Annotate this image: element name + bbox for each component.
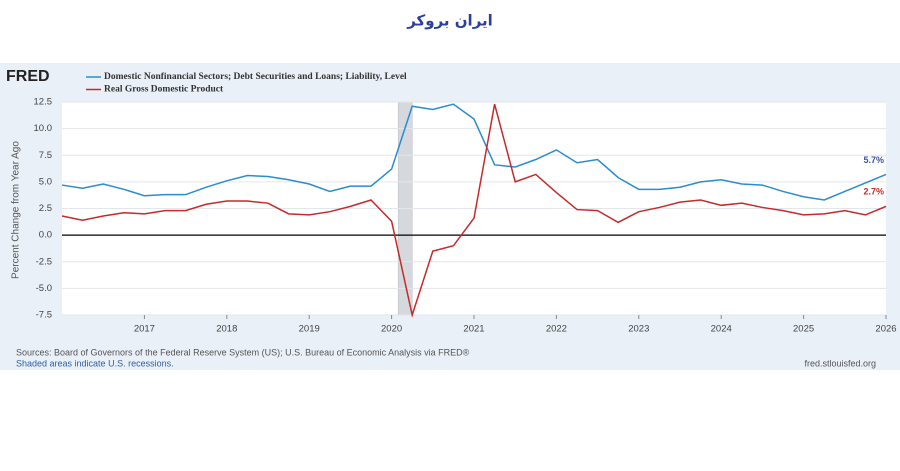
- y-tick-label: -7.5: [36, 310, 52, 321]
- x-tick-label: 2019: [299, 324, 320, 335]
- legend-label: Domestic Nonfinancial Sectors; Debt Secu…: [104, 72, 407, 82]
- recession-note: Shaded areas indicate U.S. recessions.: [16, 358, 174, 368]
- y-tick-label: 0.0: [39, 230, 52, 241]
- end-label: 5.7%: [863, 155, 884, 165]
- y-tick-label: 5.0: [39, 176, 52, 187]
- y-tick-label: 7.5: [39, 150, 52, 161]
- x-tick-label: 2022: [546, 324, 567, 335]
- x-tick-label: 2024: [711, 324, 732, 335]
- series-line: [61, 103, 887, 318]
- end-label: 2.7%: [863, 187, 884, 197]
- y-tick-label: -5.0: [36, 283, 52, 294]
- y-tick-label: 10.0: [34, 123, 53, 134]
- x-tick-label: 2026: [875, 324, 896, 335]
- y-tick-label: -2.5: [36, 256, 52, 267]
- y-tick-label: 12.5: [34, 97, 53, 108]
- sources: Sources: Board of Governors of the Feder…: [16, 347, 470, 357]
- legend-label: Real Gross Domestic Product: [104, 85, 224, 95]
- x-tick-label: 2021: [463, 324, 484, 335]
- y-tick-label: 2.5: [39, 203, 52, 214]
- x-tick-label: 2018: [216, 324, 237, 335]
- x-tick-label: 2025: [793, 324, 814, 335]
- site-logo: ایران بروکر: [406, 12, 493, 30]
- y-axis-label: Percent Change from Year Ago: [11, 141, 22, 279]
- site-url: fred.stlouisfed.org: [804, 358, 876, 368]
- series-line: [61, 103, 887, 201]
- x-tick-label: 2023: [628, 324, 649, 335]
- x-tick-label: 2020: [381, 324, 402, 335]
- brand: FRED: [6, 68, 50, 85]
- x-tick-label: 2017: [134, 324, 155, 335]
